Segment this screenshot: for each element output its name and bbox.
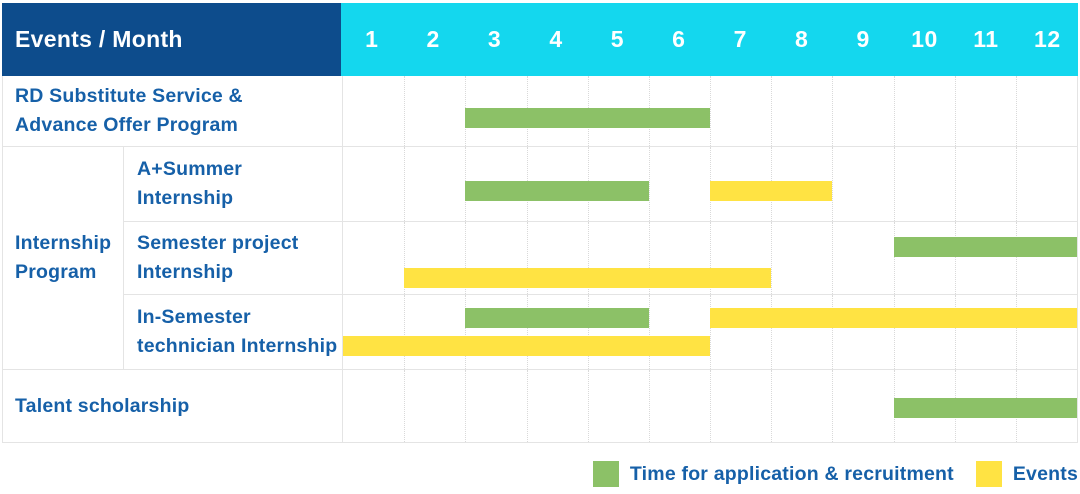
- month-gridline: [404, 295, 406, 369]
- month-gridline: [465, 295, 467, 369]
- month-gridline: [648, 295, 650, 369]
- month-gridline: [1015, 222, 1017, 294]
- legend-label: Time for application & recruitment: [629, 462, 954, 485]
- month-gridline: [893, 222, 895, 294]
- month-header-8: 8: [795, 26, 809, 52]
- month-gridline: [404, 222, 406, 294]
- month-gridline: [771, 295, 773, 369]
- month-gridline: [526, 370, 528, 442]
- month-gridline: [587, 295, 589, 369]
- month-gridline: [710, 295, 711, 369]
- month-gridline: [893, 76, 895, 146]
- month-gridline: [771, 222, 773, 294]
- row-label-talent-scholarship: Talent scholarship: [3, 369, 342, 442]
- month-header-9: 9: [856, 26, 870, 52]
- timeline-a-plus-summer: [342, 146, 1077, 221]
- row-label-line: RD Substitute Service &: [15, 85, 243, 107]
- application-recruitment-bar: [893, 398, 1077, 418]
- events-bar: [343, 336, 710, 356]
- month-gridline: [710, 222, 711, 294]
- row-label-semester-project: Semester project Internship: [124, 221, 342, 294]
- row-label-line: Semester project: [137, 232, 299, 254]
- timeline-talent-scholarship: [342, 369, 1077, 442]
- row-label-line: Talent scholarship: [15, 394, 190, 417]
- events-bar: [710, 308, 1077, 328]
- application-recruitment-bar: [465, 181, 649, 201]
- table-body: RD Substitute Service & Advance Offer Pr…: [2, 76, 1078, 443]
- group-label-line: Program: [15, 261, 97, 283]
- application-recruitment-bar: [465, 108, 710, 128]
- timeline-rd-substitute: [342, 76, 1077, 146]
- month-gridline: [1015, 295, 1017, 369]
- month-header-4: 4: [549, 26, 563, 52]
- month-gridline: [587, 222, 589, 294]
- month-gridline: [954, 76, 956, 146]
- month-gridline: [832, 222, 834, 294]
- yellow-swatch-icon: [975, 461, 1002, 487]
- month-gridline: [465, 222, 467, 294]
- group-label-line: Internship: [15, 232, 112, 254]
- month-gridline: [648, 222, 650, 294]
- month-header-10: 10: [911, 26, 938, 52]
- events-bar: [404, 268, 772, 288]
- row-label-line: Internship: [137, 261, 234, 283]
- row-label-line: technician Internship: [137, 335, 338, 357]
- month-header-2: 2: [426, 26, 440, 52]
- month-gridline: [710, 370, 711, 442]
- month-gridline: [648, 147, 650, 221]
- month-header-row: 1 2 3 4 5 6 7 8 9 10 11 12: [341, 3, 1078, 76]
- month-gridline: [832, 76, 834, 146]
- group-label-internship-program: Internship Program: [3, 146, 124, 369]
- row-label-in-semester-technician: In-Semester technician Internship: [124, 294, 342, 369]
- month-gridline: [404, 370, 406, 442]
- month-gridline: [832, 370, 834, 442]
- application-recruitment-bar: [465, 308, 649, 328]
- month-gridline: [404, 147, 406, 221]
- month-gridline: [404, 76, 406, 146]
- month-gridline: [893, 295, 895, 369]
- legend-item-events: Events: [975, 461, 1078, 487]
- month-gridline: [771, 76, 773, 146]
- month-header-5: 5: [610, 26, 625, 52]
- row-label-line: Internship: [137, 187, 234, 209]
- month-header-11: 11: [973, 26, 999, 52]
- table-title: Events / Month: [2, 3, 341, 76]
- month-gridline: [832, 295, 834, 369]
- month-gridline: [526, 295, 528, 369]
- month-gridline: [526, 222, 528, 294]
- month-gridline: [954, 147, 956, 221]
- timeline-in-semester-technician: [342, 294, 1077, 369]
- month-gridline: [587, 370, 589, 442]
- row-label-a-plus-summer: A+Summer Internship: [124, 146, 342, 221]
- row-label-rd-substitute: RD Substitute Service & Advance Offer Pr…: [3, 76, 342, 146]
- legend-item-application-recruitment: Time for application & recruitment: [592, 461, 954, 487]
- row-label-line: A+Summer: [137, 158, 243, 180]
- legend-label: Events: [1012, 462, 1078, 485]
- table-header-row: Events / Month 1 2 3 4 5 6 7 8 9 10 11 12: [2, 3, 1078, 76]
- row-label-line: Advance Offer Program: [15, 114, 239, 136]
- row-label-line: In-Semester: [137, 306, 251, 328]
- month-header-7: 7: [733, 26, 747, 52]
- month-gridline: [648, 370, 650, 442]
- timeline-semester-project: [342, 221, 1077, 294]
- month-gridline: [893, 147, 895, 221]
- month-gridline: [954, 222, 956, 294]
- month-gridline: [1015, 147, 1017, 221]
- month-header-3: 3: [487, 26, 502, 52]
- green-swatch-icon: [592, 461, 619, 487]
- month-gridline: [710, 76, 711, 146]
- month-gridline: [1015, 76, 1017, 146]
- month-gridline: [465, 370, 467, 442]
- legend: Time for application & recruitment Event…: [592, 461, 1078, 487]
- month-gridline: [771, 370, 773, 442]
- application-recruitment-bar: [893, 237, 1077, 257]
- month-header-1: 1: [365, 26, 379, 52]
- month-gridline: [954, 295, 956, 369]
- month-header-6: 6: [672, 26, 686, 52]
- month-gridline: [832, 147, 834, 221]
- events-month-table: Events / Month 1 2 3 4 5 6 7 8 9 10 11 12 RD Substi…: [2, 3, 1078, 443]
- month-header-12: 12: [1034, 26, 1061, 52]
- events-bar: [710, 181, 833, 201]
